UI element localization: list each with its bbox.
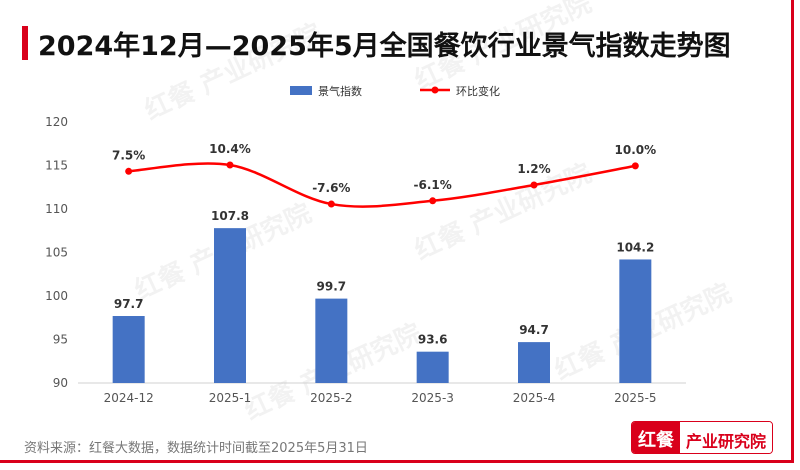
line-point (530, 181, 538, 189)
bar (518, 342, 550, 383)
line-label: 10.4% (209, 142, 251, 156)
line-point (429, 197, 437, 205)
watermark: 红餐 产业研究院 (140, 18, 326, 127)
line-series (128, 162, 636, 208)
frame (0, 0, 794, 463)
source-note: 资料来源：红餐大数据，数据统计时间截至2025年5月31日 (24, 441, 368, 456)
legend-bar-label: 景气指数 (318, 84, 362, 98)
y-tick-label: 105 (45, 246, 68, 260)
bar-label: 97.7 (114, 297, 144, 311)
title-accent-bar (22, 26, 28, 60)
line-label: -7.6% (312, 181, 350, 195)
x-tick-label: 2025-5 (614, 391, 657, 405)
y-tick-label: 90 (53, 376, 68, 390)
x-tick-label: 2024-12 (104, 391, 154, 405)
x-tick-label: 2025-1 (209, 391, 252, 405)
bar (315, 298, 348, 383)
bar (619, 259, 652, 383)
bar-label: 93.6 (418, 333, 448, 347)
line-point (125, 167, 133, 175)
bar (416, 351, 449, 383)
line-label: -6.1% (414, 178, 452, 192)
line-label: 1.2% (517, 162, 550, 176)
y-tick-label: 120 (45, 115, 68, 129)
logo: 红餐 产业研究院 (631, 421, 774, 454)
x-tick-label: 2025-2 (310, 391, 353, 405)
logo-left: 红餐 (632, 422, 680, 453)
line-label: 7.5% (112, 148, 145, 162)
y-tick-label: 100 (45, 289, 68, 303)
y-tick-label: 110 (45, 202, 68, 216)
legend-line-label: 环比变化 (456, 84, 500, 98)
bar-label: 94.7 (519, 323, 549, 337)
bar-label: 107.8 (211, 209, 249, 223)
watermark: 红餐 产业研究院 (410, 158, 596, 267)
bar-label: 104.2 (616, 240, 654, 254)
chart-title: 2024年12月—2025年5月全国餐饮行业景气指数走势图 (38, 31, 731, 62)
bar (214, 228, 246, 383)
line-point (327, 200, 335, 208)
legend-line-marker (431, 86, 439, 94)
y-tick-label: 95 (53, 333, 68, 347)
legend-bar-swatch (290, 86, 312, 95)
bar-label: 99.7 (317, 280, 347, 294)
line-point (226, 161, 234, 169)
bar (112, 316, 145, 383)
watermark: 红餐 产业研究院 (410, 0, 596, 96)
y-tick-label: 115 (45, 159, 68, 173)
x-tick-label: 2025-4 (513, 391, 556, 405)
logo-right: 产业研究院 (680, 422, 773, 453)
line-label: 10.0% (615, 143, 657, 157)
line-point (631, 162, 639, 170)
x-tick-label: 2025-3 (411, 391, 454, 405)
